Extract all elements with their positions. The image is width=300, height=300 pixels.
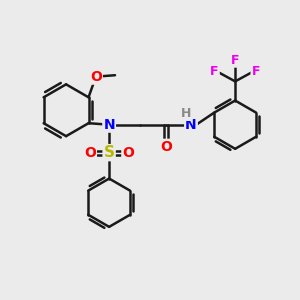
Text: O: O bbox=[90, 70, 102, 84]
Text: S: S bbox=[103, 145, 115, 160]
Text: O: O bbox=[84, 146, 96, 160]
Text: N: N bbox=[185, 118, 197, 132]
Text: O: O bbox=[160, 140, 172, 154]
Text: F: F bbox=[231, 54, 239, 67]
Text: O: O bbox=[122, 146, 134, 160]
Text: H: H bbox=[181, 107, 191, 120]
Text: N: N bbox=[103, 118, 115, 132]
Text: F: F bbox=[251, 64, 260, 78]
Text: F: F bbox=[210, 64, 219, 78]
